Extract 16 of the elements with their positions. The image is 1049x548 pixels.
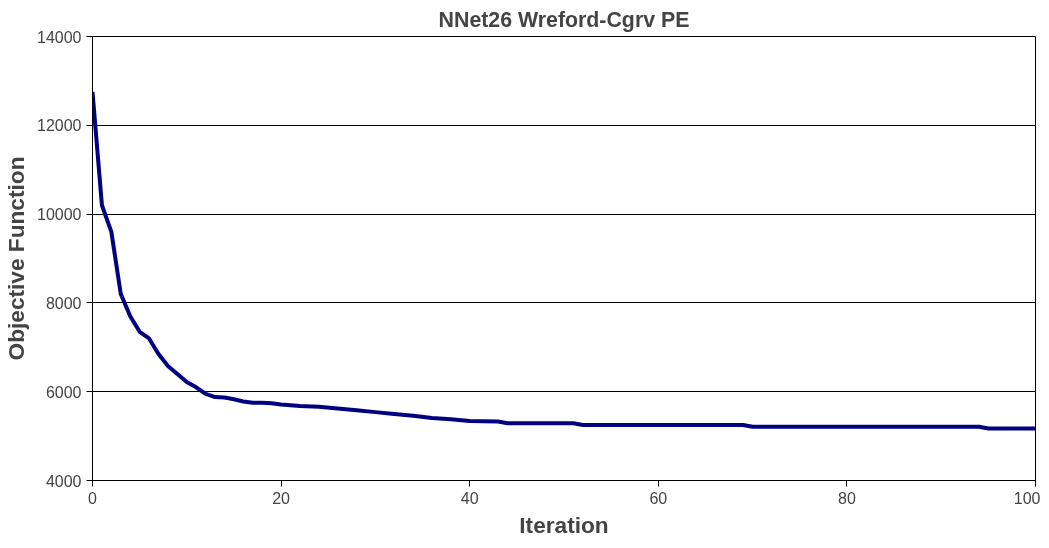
- x-tick-label: 60: [649, 489, 668, 507]
- y-tick-label: 4000: [45, 472, 82, 490]
- x-tick-label: 40: [460, 489, 479, 507]
- x-tick-label: 20: [272, 489, 291, 507]
- x-tick-label: 100: [1013, 489, 1041, 507]
- y-tick-label: 10000: [37, 206, 82, 224]
- y-tick-label: 8000: [45, 294, 82, 312]
- y-tick-label: 14000: [37, 28, 82, 46]
- y-tick-label: 12000: [37, 117, 82, 135]
- y-axis-title: Objective Function: [3, 156, 30, 361]
- x-axis-title: Iteration: [519, 511, 609, 538]
- y-tick-label: 6000: [45, 383, 82, 401]
- line-series: [92, 90, 1036, 431]
- chart-title: NNet26 Wreford-Cgrv PE: [438, 7, 690, 32]
- x-tick-label: 0: [88, 489, 98, 507]
- x-tick-label: 80: [838, 489, 856, 507]
